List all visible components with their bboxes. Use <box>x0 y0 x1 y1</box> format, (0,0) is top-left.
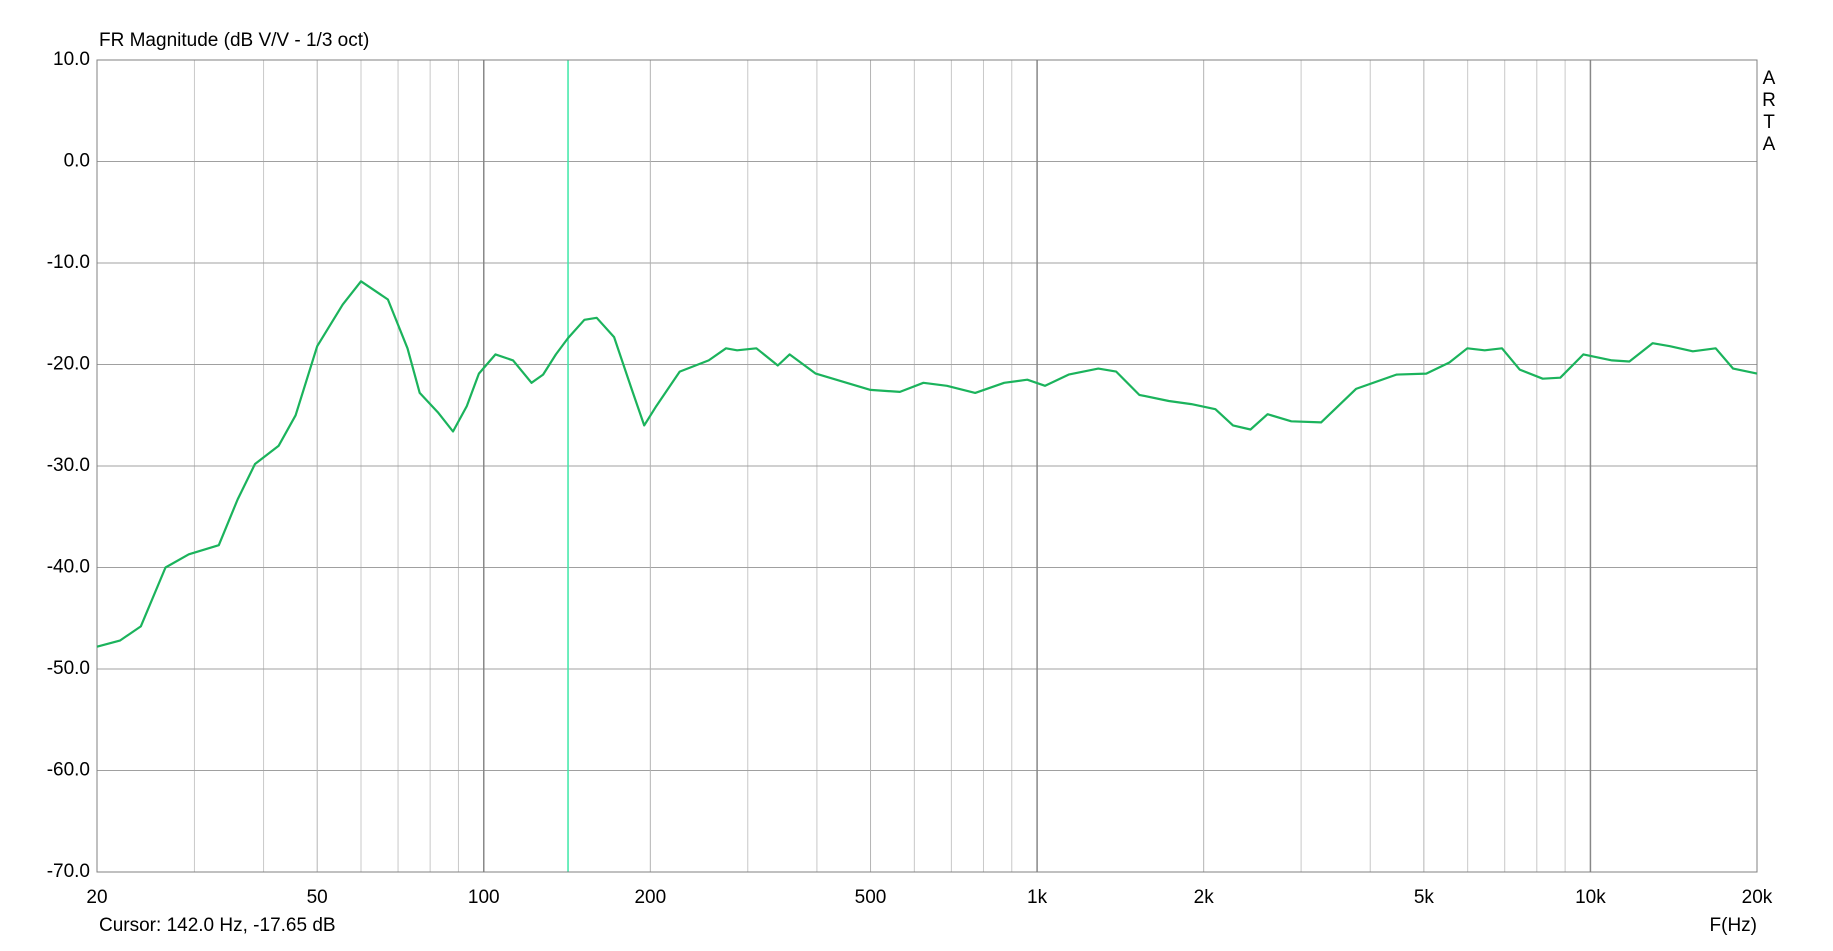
cursor-readout: Cursor: 142.0 Hz, -17.65 dB <box>99 915 336 936</box>
x-tick-label: 10k <box>1575 887 1606 908</box>
x-tick-label: 500 <box>855 887 887 908</box>
x-tick-label: 20 <box>86 887 107 908</box>
x-tick-label: 2k <box>1194 887 1215 908</box>
y-tick-label: -30.0 <box>47 455 90 476</box>
y-tick-label: -20.0 <box>47 354 90 375</box>
x-tick-label: 50 <box>307 887 328 908</box>
y-tick-label: -10.0 <box>47 252 90 273</box>
x-tick-label: 200 <box>634 887 666 908</box>
y-tick-label: -40.0 <box>47 557 90 578</box>
x-tick-label: 1k <box>1027 887 1048 908</box>
series-line <box>96 280 1758 648</box>
x-tick-label: 5k <box>1414 887 1435 908</box>
y-tick-label: -70.0 <box>47 861 90 882</box>
x-tick-label: 100 <box>468 887 500 908</box>
y-tick-label: 10.0 <box>53 49 90 70</box>
y-tick-label: -60.0 <box>47 760 90 781</box>
y-tick-label: -50.0 <box>47 658 90 679</box>
y-tick-label: 0.0 <box>64 151 90 172</box>
watermark: ARTA <box>1759 68 1780 156</box>
x-axis-label: F(Hz) <box>1710 915 1757 936</box>
chart-title: FR Magnitude (dB V/V - 1/3 oct) <box>99 30 369 51</box>
x-tick-label: 20k <box>1742 887 1773 908</box>
plot-frame <box>96 59 1758 873</box>
